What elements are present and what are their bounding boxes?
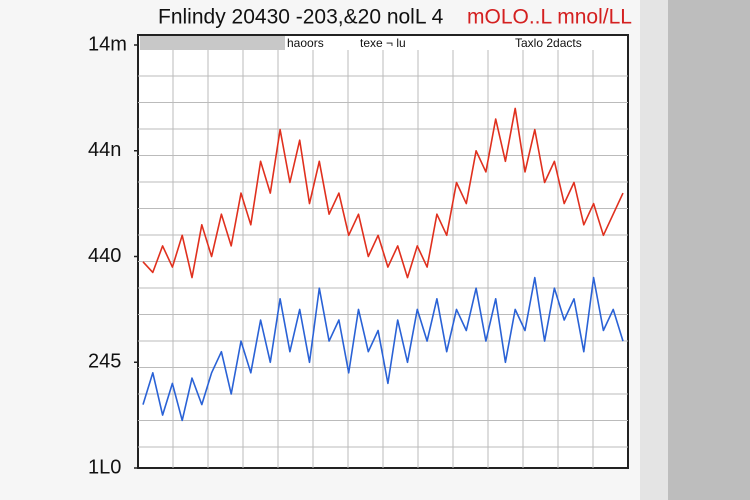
series-line bbox=[142, 107, 624, 279]
chart-title-unit: mOLO..L mnol/LL bbox=[467, 6, 632, 29]
y-tick-label: 44n bbox=[88, 139, 121, 161]
y-tick-label: 440 bbox=[88, 245, 121, 267]
series-line bbox=[142, 276, 624, 422]
header-label: haoors bbox=[287, 36, 324, 50]
chart-title: Fnlindy 20430 -203,&20 nolL 4 bbox=[158, 6, 444, 29]
header-label: Taxlo 2dacts bbox=[515, 36, 582, 50]
side-panel bbox=[668, 0, 750, 500]
y-tick-label: 1L0 bbox=[88, 456, 121, 478]
y-tick-label: 14m bbox=[88, 33, 127, 55]
y-tick-label: 245 bbox=[88, 351, 121, 373]
side-strip bbox=[640, 0, 668, 500]
header-label: texe ¬ lu bbox=[360, 36, 406, 50]
grid bbox=[138, 50, 628, 468]
header-bar bbox=[140, 36, 285, 50]
